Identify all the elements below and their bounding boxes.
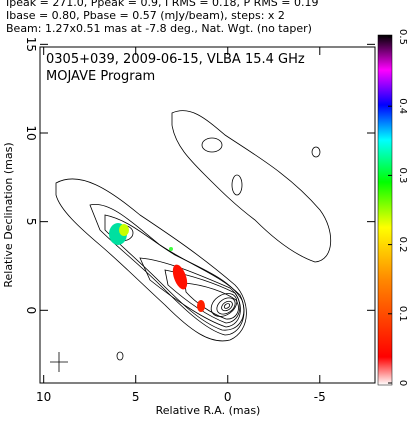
y-tick-label: 5 [24, 218, 38, 226]
annotation: 0305+039, 2009-06-15, VLBA 15.4 GHz [46, 52, 305, 67]
x-tick-label: 5 [132, 390, 140, 404]
pol-blob [197, 300, 205, 312]
x-tick-label: 10 [36, 390, 51, 404]
colorbar-tick-label: 0.4 [397, 98, 408, 114]
y-axis-label: Relative Declination (mas) [2, 142, 15, 287]
header-line: Ibase = 0.80, Pbase = 0.57 (mJy/beam), s… [6, 9, 285, 22]
header-line: Ipeak = 271.0, Ppeak = 0.9, I RMS = 0.18… [6, 0, 319, 9]
colorbar-tick-label: 0.2 [397, 237, 408, 253]
y-tick-label: 10 [24, 125, 38, 140]
x-tick-label: -5 [314, 390, 326, 404]
annotation: MOJAVE Program [46, 69, 155, 84]
pol-blob [119, 224, 129, 236]
colorbar-tick-label: 0 [397, 380, 408, 386]
header-line: Beam: 1.27x0.51 mas at -7.8 deg., Nat. W… [6, 22, 312, 35]
pol-blob [172, 264, 188, 290]
colorbar-tick-label: 0.1 [397, 306, 408, 322]
y-tick-label: 15 [24, 37, 38, 52]
colorbar-tick-label: 0.5 [397, 29, 408, 45]
contours [50, 110, 332, 372]
colorbar-tick-label: 0.3 [397, 167, 408, 183]
x-axis-label: Relative R.A. (mas) [156, 404, 261, 417]
pol-blob [169, 247, 173, 251]
colorbar [377, 34, 393, 386]
y-tick-label: 0 [24, 306, 38, 314]
x-tick-label: 0 [224, 390, 232, 404]
plot-frame [39, 46, 376, 384]
